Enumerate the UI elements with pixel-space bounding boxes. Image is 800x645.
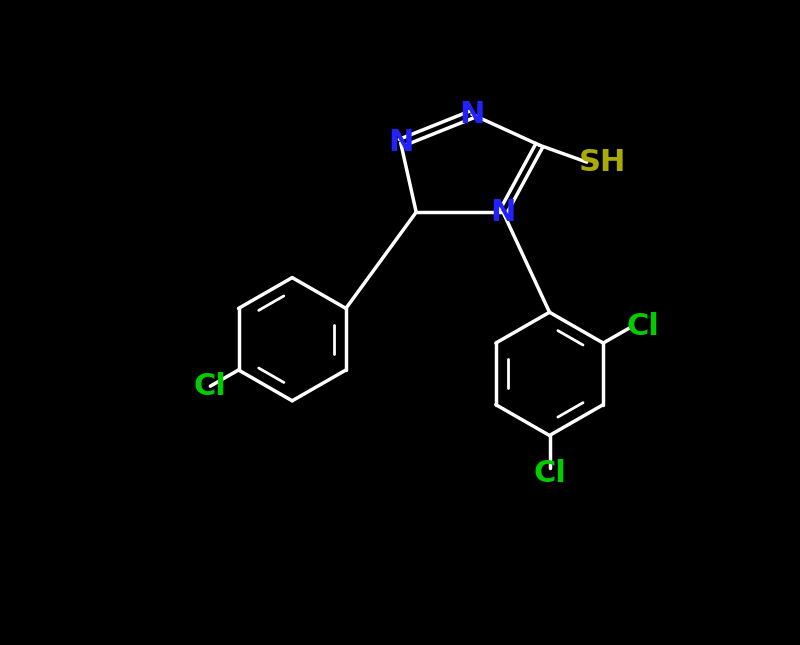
Text: Cl: Cl <box>626 312 659 341</box>
Text: N: N <box>388 128 414 157</box>
Text: N: N <box>490 197 516 226</box>
Text: Cl: Cl <box>194 372 226 401</box>
Text: N: N <box>459 100 485 129</box>
Text: SH: SH <box>578 148 626 177</box>
Text: Cl: Cl <box>533 459 566 488</box>
